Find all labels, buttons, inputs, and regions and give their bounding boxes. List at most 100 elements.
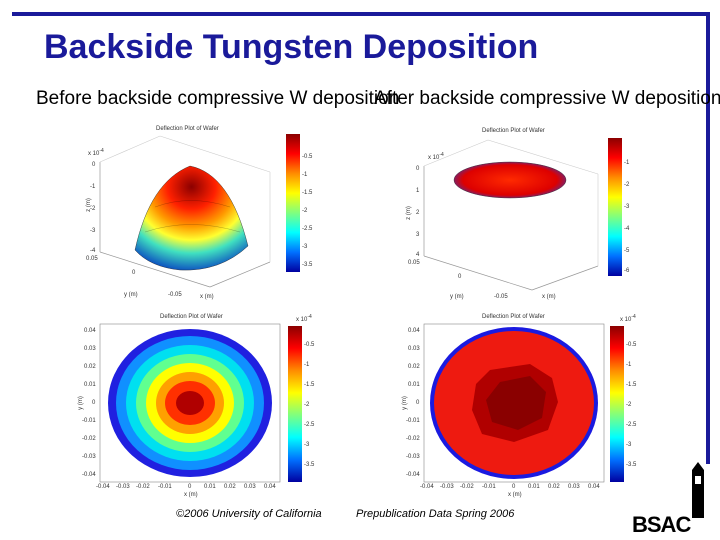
cbar-tick: -2.5: [626, 422, 637, 428]
cbar-tick: -1: [302, 172, 308, 178]
cbar-tick: -2: [304, 402, 310, 408]
base-tick: 0.05: [86, 256, 98, 262]
cbar-tick: -1: [626, 362, 632, 368]
z-tick: 1: [416, 188, 420, 194]
x-tick: -0.04: [420, 484, 434, 490]
cbar-tick: -2.5: [302, 226, 313, 232]
x-tick: -0.03: [116, 484, 130, 490]
y-tick: -0.02: [406, 436, 420, 442]
cbar-tick: -0.5: [302, 154, 313, 160]
cbar-tick: -3.5: [626, 462, 637, 468]
z-tick: 2: [416, 210, 420, 216]
z-tick: 3: [416, 232, 420, 238]
colorbar: [608, 138, 622, 276]
base-tick: 0.05: [408, 260, 420, 266]
y-tick: 0.01: [408, 382, 420, 388]
cbar-tick: -3: [624, 204, 630, 210]
x-axis-label: x (m): [508, 492, 522, 498]
x-tick: -0.04: [96, 484, 110, 490]
x-axis-label: x (m): [200, 294, 214, 300]
base-tick: 0: [132, 270, 136, 276]
slide-frame-right: [706, 12, 710, 464]
z-tick: 0: [92, 162, 96, 168]
y-axis-label: y (m): [124, 292, 138, 298]
plot-3d-before: Deflection Plot of Wafer x 10-4 z (m) 0 …: [80, 122, 330, 302]
y-tick: -0.01: [82, 418, 96, 424]
plot-title: Deflection Plot of Wafer: [482, 128, 545, 134]
cbar-tick: -1.5: [304, 382, 315, 388]
cbar-tick: -3.5: [304, 462, 315, 468]
y-tick: -0.02: [82, 436, 96, 442]
cbar-scale-label: x 10-4: [620, 314, 636, 323]
slide-title: Backside Tungsten Deposition: [44, 28, 539, 66]
base-tick: -0.05: [168, 292, 182, 298]
cbar-tick: -1: [304, 362, 310, 368]
x-tick: 0.03: [568, 484, 580, 490]
cbar-tick: -4: [624, 226, 630, 232]
cbar-tick: -3: [626, 442, 632, 448]
cbar-tick: -1: [624, 160, 630, 166]
cbar-tick: -1.5: [626, 382, 637, 388]
cbar-tick: -3: [304, 442, 310, 448]
y-tick: 0.03: [408, 346, 420, 352]
cbar-tick: -2: [624, 182, 630, 188]
y-tick: 0.04: [408, 328, 420, 334]
slide-frame-top: [12, 12, 708, 16]
x-axis-label: x (m): [542, 294, 556, 300]
caption-before: Before backside compressive W deposition: [36, 88, 400, 109]
contour-2d-after: [423, 323, 605, 483]
x-tick: 0: [188, 484, 192, 490]
x-tick: 0.02: [548, 484, 560, 490]
scale-label: x 10-4: [88, 148, 104, 157]
y-tick: 0.03: [84, 346, 96, 352]
y-tick: -0.04: [406, 472, 420, 478]
x-tick: 0.04: [264, 484, 276, 490]
z-tick: 4: [416, 252, 420, 258]
x-tick: 0.02: [224, 484, 236, 490]
x-tick: 0.04: [588, 484, 600, 490]
y-tick: 0.02: [84, 364, 96, 370]
contour-2d-before: [99, 323, 281, 483]
base-tick: -0.05: [494, 294, 508, 300]
cbar-tick: -1.5: [302, 190, 313, 196]
plot-2d-before: Deflection Plot of Wafer y (m) 0.04 0.03…: [78, 312, 330, 502]
z-tick: -1: [90, 184, 96, 190]
cbar-tick: -2: [626, 402, 632, 408]
plot-title: Deflection Plot of Wafer: [160, 314, 223, 320]
cbar-tick: -3: [302, 244, 308, 250]
surface-3d-after: [423, 139, 599, 291]
bsac-logo: BSAC: [632, 512, 691, 537]
colorbar: [286, 134, 300, 272]
cbar-tick: -5: [624, 248, 630, 254]
y-tick: 0: [92, 400, 96, 406]
y-axis-label: y (m): [401, 396, 408, 410]
x-tick: -0.02: [136, 484, 150, 490]
x-tick: 0.01: [528, 484, 540, 490]
y-tick: 0.04: [84, 328, 96, 334]
cbar-tick: -0.5: [304, 342, 315, 348]
colorbar: [610, 326, 624, 482]
y-tick: 0: [416, 400, 420, 406]
x-tick: 0.01: [204, 484, 216, 490]
base-tick: 0: [458, 274, 462, 280]
colorbar: [288, 326, 302, 482]
z-tick: -4: [90, 248, 96, 254]
scale-label: x 10-4: [428, 152, 444, 161]
footer-note: Prepublication Data Spring 2006: [356, 508, 515, 520]
z-tick: 0: [416, 166, 420, 172]
y-tick: 0.02: [408, 364, 420, 370]
z-tick: -2: [90, 206, 96, 212]
footer-copyright: ©2006 University of California: [176, 508, 322, 520]
plot-title: Deflection Plot of Wafer: [156, 126, 219, 132]
y-tick: 0.01: [84, 382, 96, 388]
plot-title: Deflection Plot of Wafer: [482, 314, 545, 320]
y-axis-label: y (m): [450, 294, 464, 300]
y-tick: -0.03: [406, 454, 420, 460]
cbar-tick: -3.5: [302, 262, 313, 268]
y-tick: -0.04: [82, 472, 96, 478]
cbar-tick: -2.5: [304, 422, 315, 428]
y-tick: -0.01: [406, 418, 420, 424]
x-tick: 0: [512, 484, 516, 490]
x-tick: 0.03: [244, 484, 256, 490]
z-tick: -3: [90, 228, 96, 234]
